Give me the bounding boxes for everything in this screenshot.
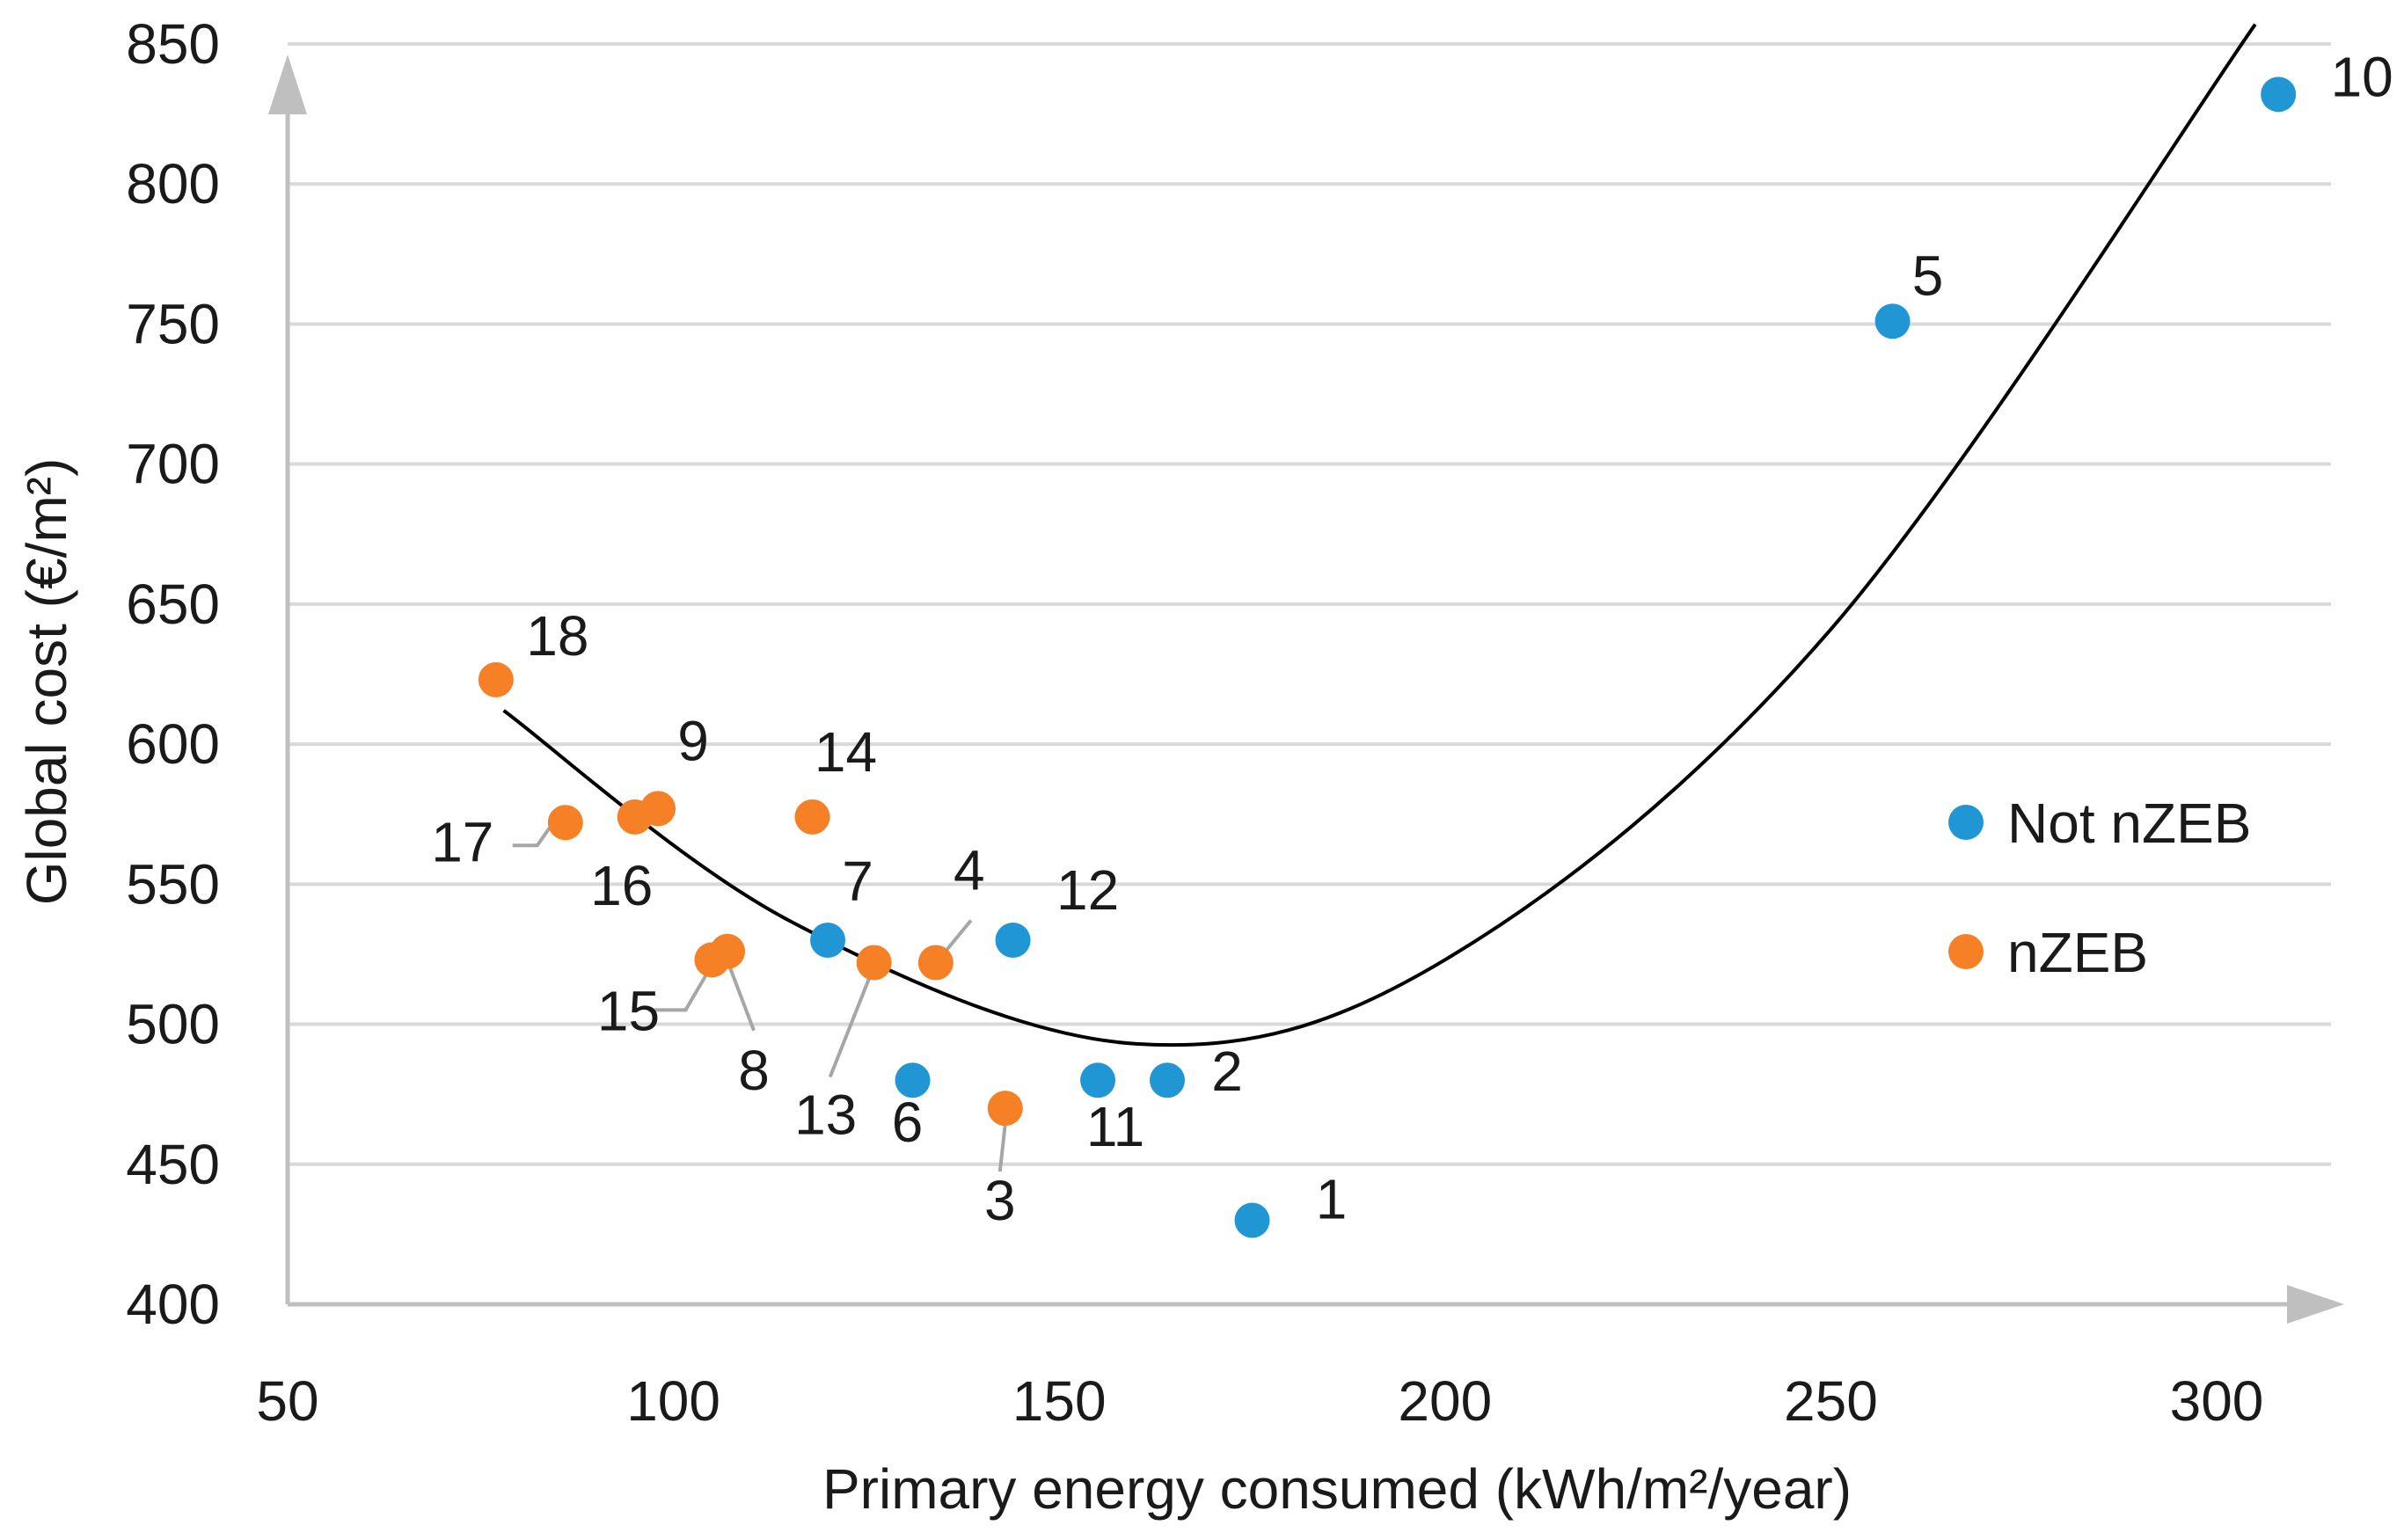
point-label-15: 15 xyxy=(597,979,660,1042)
point-label-10: 10 xyxy=(2331,45,2393,108)
point-label-11: 11 xyxy=(1086,1095,1144,1158)
point-label-4: 4 xyxy=(954,838,985,901)
point-2 xyxy=(1150,1062,1186,1098)
leader-line-17 xyxy=(512,827,552,848)
leader-lines xyxy=(512,827,1007,1172)
point-5 xyxy=(1874,303,1911,339)
point-label-3: 3 xyxy=(984,1169,1016,1232)
point-label-5: 5 xyxy=(1912,244,1944,307)
point-label-16: 16 xyxy=(590,854,653,917)
y-tick-600: 600 xyxy=(126,712,220,776)
point-label-13: 13 xyxy=(794,1083,857,1146)
data-points xyxy=(478,77,2297,1238)
x-tick-50: 50 xyxy=(256,1369,318,1433)
point-14 xyxy=(794,799,830,835)
leader-line-15 xyxy=(648,973,709,1012)
y-tick-550: 550 xyxy=(126,852,220,916)
point-label-18: 18 xyxy=(526,604,588,668)
x-axis-arrow xyxy=(2287,1285,2344,1324)
leader-line-8 xyxy=(727,965,756,1032)
point-1 xyxy=(1234,1202,1270,1238)
y-tick-400: 400 xyxy=(126,1273,220,1336)
x-axis-title: Primary energy consumed (kWh/m²/year) xyxy=(822,1457,1852,1521)
y-tick-750: 750 xyxy=(126,292,220,355)
leader-line-4 xyxy=(945,919,973,952)
x-tick-250: 250 xyxy=(1784,1369,1878,1433)
point-label-17: 17 xyxy=(431,810,493,873)
point-10 xyxy=(2261,77,2297,113)
point-17 xyxy=(547,805,583,841)
point-label-12: 12 xyxy=(1056,858,1119,922)
y-tick-450: 450 xyxy=(126,1133,220,1196)
y-tick-500: 500 xyxy=(126,993,220,1056)
point-11 xyxy=(1080,1062,1116,1098)
point-label-9: 9 xyxy=(677,709,709,772)
point-16 xyxy=(617,799,653,835)
x-tick-150: 150 xyxy=(1012,1369,1107,1433)
y-tick-650: 650 xyxy=(126,573,220,636)
point-label-7: 7 xyxy=(842,850,873,913)
point-label-1: 1 xyxy=(1316,1167,1348,1230)
y-axis-arrow xyxy=(268,55,307,114)
leader-line-13 xyxy=(828,974,873,1078)
point-7 xyxy=(810,923,846,959)
legend-label-nzeb: nZEB xyxy=(2007,921,2148,984)
x-tick-100: 100 xyxy=(626,1369,720,1433)
leader-line-3 xyxy=(997,1123,1007,1172)
legend-label-not-nzeb: Not nZEB xyxy=(2007,792,2251,855)
x-tick-300: 300 xyxy=(2170,1369,2264,1433)
y-tick-850: 850 xyxy=(126,12,220,76)
point-label-8: 8 xyxy=(738,1039,770,1102)
point-label-14: 14 xyxy=(815,720,877,784)
point-18 xyxy=(478,661,514,697)
x-tick-200: 200 xyxy=(1398,1369,1492,1433)
y-tick-800: 800 xyxy=(126,152,220,215)
y-tick-700: 700 xyxy=(126,433,220,496)
point-4 xyxy=(917,945,954,981)
legend-marker-nzeb xyxy=(1948,934,1984,969)
point-label-6: 6 xyxy=(892,1091,924,1154)
point-13 xyxy=(856,945,892,981)
point-label-2: 2 xyxy=(1211,1040,1243,1103)
y-axis-title: Global cost (€/m²) xyxy=(15,458,78,906)
legend: Not nZEB nZEB xyxy=(1948,792,2251,984)
tick-labels: 400 450 500 550 600 650 700 750 800 850 50 100 150 20… xyxy=(126,12,2263,1433)
axes xyxy=(268,55,2344,1324)
legend-marker-not-nzeb xyxy=(1948,805,1984,840)
point-15 xyxy=(694,942,730,978)
gridlines xyxy=(288,42,2331,1166)
point-6 xyxy=(895,1062,931,1098)
point-3 xyxy=(987,1091,1023,1127)
trendline xyxy=(502,23,2257,1047)
point-12 xyxy=(995,923,1031,959)
